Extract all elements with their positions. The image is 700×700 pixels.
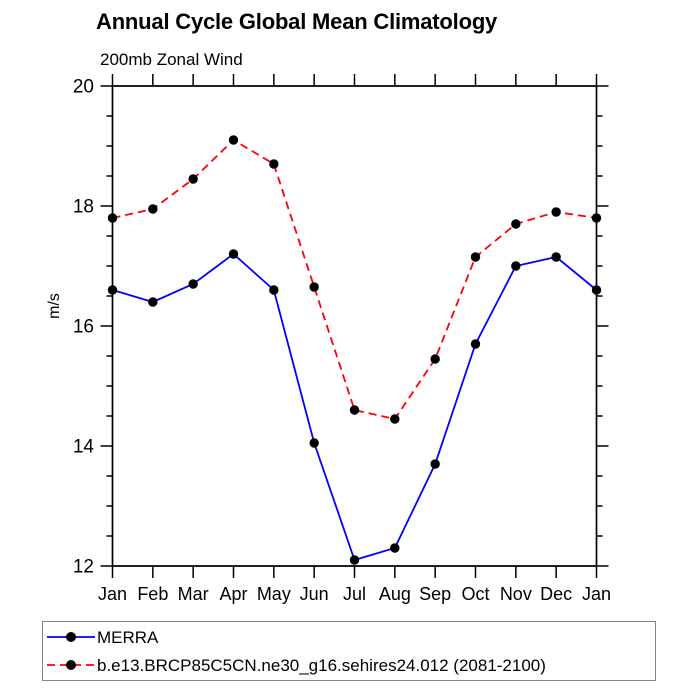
series-line-1 — [112, 138, 597, 421]
y-tick-label: 16 — [73, 317, 94, 338]
legend: MERRA b.e13.BRCP85C5CN.ne30_g16.sehires2… — [42, 621, 656, 681]
data-point-marker — [390, 543, 400, 553]
legend-item-merra: MERRA — [45, 623, 655, 651]
x-tick-label: Oct — [461, 584, 489, 604]
y-tick-label: 20 — [73, 77, 94, 98]
data-point-marker — [309, 438, 319, 448]
model-line-sample-icon — [47, 660, 95, 670]
data-point-marker — [349, 555, 360, 565]
data-point-marker — [430, 354, 440, 364]
data-point-marker — [470, 252, 481, 262]
merra-line-sample-icon — [47, 632, 95, 642]
data-point-marker — [269, 285, 279, 295]
plot-area: Jan Feb Mar Apr May Jun Jul Aug Sep Oct Nov Dec Jan1… — [73, 74, 611, 604]
x-tick-label: Feb — [137, 584, 168, 604]
data-point-marker — [228, 249, 239, 259]
x-tick-label: Jan — [98, 584, 127, 604]
y-tick-label: 14 — [73, 437, 95, 458]
chart-title: Annual Cycle Global Mean Climatology — [96, 9, 498, 34]
legend-label-merra: MERRA — [97, 627, 159, 647]
legend-item-model: b.e13.BRCP85C5CN.ne30_g16.sehires24.012 … — [45, 651, 655, 679]
x-tick-label: Jul — [343, 584, 366, 604]
data-point-marker — [228, 135, 239, 145]
x-tick-label: Jan — [582, 584, 611, 604]
y-tick-label: 18 — [73, 197, 94, 218]
data-point-marker — [107, 285, 118, 295]
x-tick-label: Sep — [419, 584, 451, 604]
data-point-marker — [511, 219, 521, 229]
data-point-marker — [551, 252, 561, 262]
x-tick-label: Nov — [500, 584, 532, 604]
data-point-marker — [591, 285, 602, 295]
data-point-marker — [591, 213, 602, 223]
data-point-marker — [188, 279, 198, 289]
x-tick-label: Mar — [178, 584, 209, 604]
x-tick-label: Aug — [379, 584, 411, 604]
data-point-marker — [390, 414, 400, 424]
data-point-marker — [148, 204, 158, 214]
data-point-marker — [188, 174, 198, 184]
x-tick-label: Dec — [540, 584, 572, 604]
data-point-marker — [430, 459, 440, 469]
x-tick-label: Apr — [219, 584, 247, 604]
chart-subtitle: 200mb Zonal Wind — [100, 50, 243, 69]
data-point-marker — [470, 339, 481, 349]
x-tick-label: May — [257, 584, 291, 604]
y-tick-label: 12 — [73, 557, 94, 578]
x-tick-label: Jun — [300, 584, 329, 604]
data-point-marker — [309, 282, 319, 292]
data-point-marker — [349, 405, 360, 415]
legend-label-model: b.e13.BRCP85C5CN.ne30_g16.sehires24.012 … — [97, 655, 546, 675]
data-point-marker — [269, 159, 279, 169]
data-point-marker — [107, 213, 118, 223]
data-point-marker — [148, 297, 158, 307]
data-point-marker — [511, 261, 521, 271]
data-point-marker — [551, 207, 561, 217]
